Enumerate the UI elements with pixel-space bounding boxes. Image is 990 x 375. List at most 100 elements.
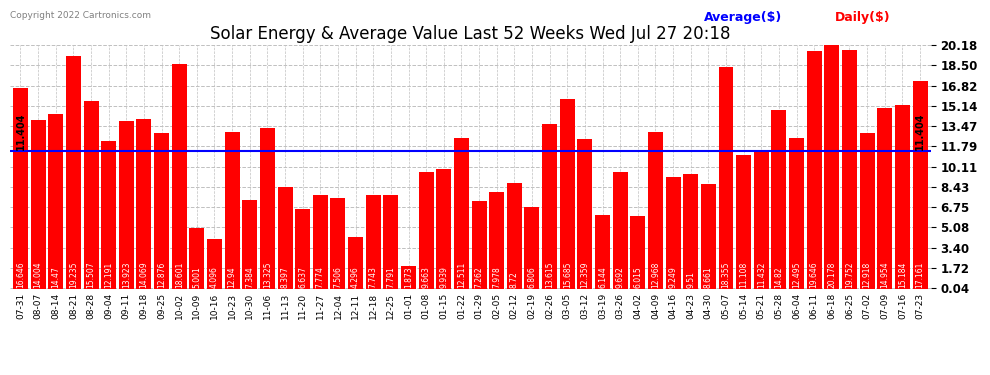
Bar [260,128,275,289]
Bar [753,151,769,289]
Bar [295,209,310,289]
Text: 8.72: 8.72 [510,271,519,288]
Bar [807,51,822,289]
Bar [83,102,99,289]
Text: 14.004: 14.004 [34,261,43,288]
Text: 11.432: 11.432 [756,261,766,288]
Text: 12.876: 12.876 [157,261,166,288]
Bar [789,138,804,289]
Text: 7.384: 7.384 [246,266,254,288]
Bar [13,88,28,289]
Text: 7.743: 7.743 [368,266,378,288]
Bar [525,207,540,289]
Text: 5.001: 5.001 [192,266,201,288]
Bar [207,239,222,289]
Text: Average($): Average($) [704,11,782,24]
Text: 7.791: 7.791 [386,266,395,288]
Text: 20.178: 20.178 [828,261,837,288]
Bar [737,154,751,289]
Bar [825,45,840,289]
Text: 12.495: 12.495 [792,261,801,288]
Bar [543,124,557,289]
Text: 9.249: 9.249 [668,266,677,288]
Text: 11.404: 11.404 [915,112,925,150]
Text: 4.096: 4.096 [210,266,219,288]
Text: 14.069: 14.069 [140,261,148,288]
Bar [683,174,698,289]
Text: Daily($): Daily($) [836,11,891,24]
Text: 13.325: 13.325 [263,261,272,288]
Text: 4.296: 4.296 [351,266,360,288]
Bar [225,132,240,289]
Bar [137,119,151,289]
Text: 17.161: 17.161 [916,261,925,288]
Bar [471,201,486,289]
Text: 18.355: 18.355 [722,261,731,288]
Bar [189,228,204,289]
Text: 9.939: 9.939 [440,266,448,288]
Bar [401,266,416,289]
Bar [313,195,328,289]
Text: 7.506: 7.506 [334,266,343,288]
Text: 15.685: 15.685 [562,261,572,288]
Text: 6.015: 6.015 [634,266,643,288]
Text: 16.646: 16.646 [16,261,25,288]
Bar [348,237,363,289]
Bar [154,133,169,289]
Bar [331,198,346,289]
Text: 1.873: 1.873 [404,266,413,288]
Bar [631,216,645,289]
Text: 19.646: 19.646 [810,261,819,288]
Text: 12.191: 12.191 [104,261,113,288]
Text: 9.51: 9.51 [686,271,695,288]
Bar [31,120,46,289]
Bar [489,192,504,289]
Bar [171,64,187,289]
Bar [383,195,398,289]
Text: 14.954: 14.954 [880,261,889,288]
Bar [665,177,680,289]
Bar [771,110,786,289]
Bar [613,172,628,289]
Text: 15.184: 15.184 [898,261,907,288]
Text: 6.144: 6.144 [598,266,607,288]
Text: 11.108: 11.108 [740,261,748,288]
Text: 7.774: 7.774 [316,266,325,288]
Bar [842,50,857,289]
Text: 8.661: 8.661 [704,266,713,288]
Text: 7.262: 7.262 [474,266,483,288]
Bar [101,141,116,289]
Bar [859,133,874,289]
Title: Solar Energy & Average Value Last 52 Weeks Wed Jul 27 20:18: Solar Energy & Average Value Last 52 Wee… [210,26,731,44]
Bar [719,67,734,289]
Text: 19.752: 19.752 [845,261,854,288]
Text: 12.968: 12.968 [651,261,660,288]
Bar [437,169,451,289]
Bar [701,184,716,289]
Text: 9.663: 9.663 [422,266,431,288]
Bar [595,214,610,289]
Bar [119,121,134,289]
Text: 12.94: 12.94 [228,266,237,288]
Bar [419,172,434,289]
Text: 14.47: 14.47 [51,266,60,288]
Text: 12.359: 12.359 [580,261,589,288]
Text: 13.615: 13.615 [545,261,554,288]
Bar [577,140,592,289]
Text: 12.511: 12.511 [457,261,466,288]
Text: 11.404: 11.404 [16,112,26,150]
Bar [877,108,892,289]
Bar [647,132,663,289]
Text: 9.692: 9.692 [616,266,625,288]
Bar [365,195,381,289]
Bar [66,56,81,289]
Text: Copyright 2022 Cartronics.com: Copyright 2022 Cartronics.com [10,11,150,20]
Text: 7.978: 7.978 [492,266,501,288]
Bar [913,81,928,289]
Bar [49,114,63,289]
Bar [243,200,257,289]
Text: 6.806: 6.806 [528,266,537,288]
Bar [559,99,575,289]
Text: 15.507: 15.507 [86,261,95,288]
Text: 14.82: 14.82 [774,266,783,288]
